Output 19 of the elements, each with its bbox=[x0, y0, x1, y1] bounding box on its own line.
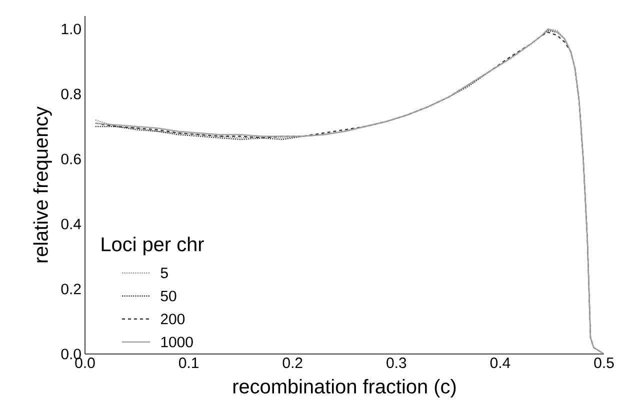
y-tick-label: 1.0 bbox=[62, 24, 81, 34]
x-tick-label: 0.5 bbox=[594, 358, 614, 368]
x-axis-title: recombination fraction (c) bbox=[233, 378, 456, 398]
legend-label: 1000 bbox=[161, 336, 193, 348]
y-axis-title: relative frequency bbox=[33, 106, 52, 262]
x-tick-label: 0.1 bbox=[178, 358, 198, 368]
x-tick-label: 0.4 bbox=[490, 358, 510, 368]
y-tick-label: 0.0 bbox=[61, 348, 81, 360]
legend-label: 50 bbox=[160, 290, 176, 302]
legend-label: 5 bbox=[160, 268, 168, 278]
legend-title: Loci per chr bbox=[102, 236, 204, 256]
x-tick-label: 0.0 bbox=[75, 358, 95, 368]
y-tick-label: 0.2 bbox=[61, 284, 81, 294]
y-tick-label: 0.8 bbox=[61, 88, 81, 100]
legend-label: 200 bbox=[160, 314, 185, 324]
x-tick-label: 0.3 bbox=[386, 358, 406, 368]
x-tick-label: 0.2 bbox=[282, 358, 302, 368]
y-tick-label: 0.6 bbox=[61, 154, 81, 164]
y-tick-label: 0.4 bbox=[61, 218, 82, 230]
